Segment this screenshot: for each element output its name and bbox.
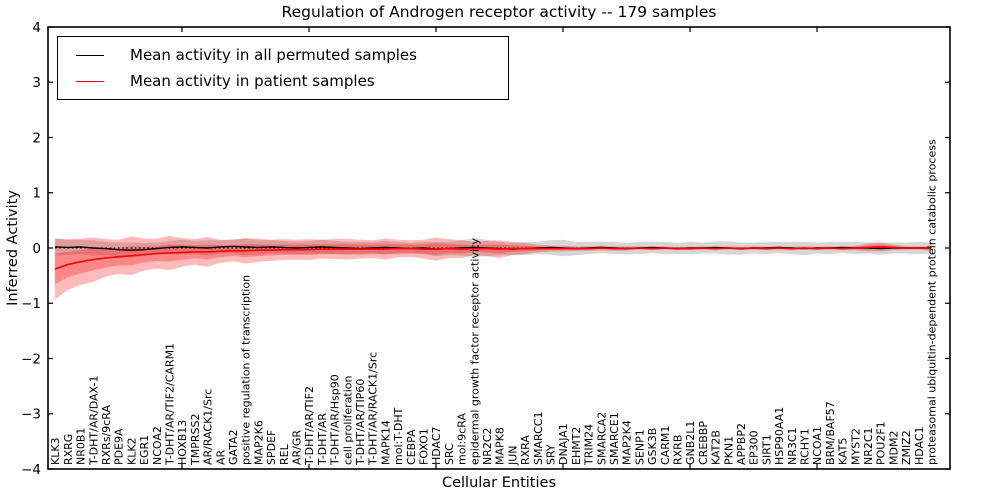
y-tick-label: −2 [21,351,41,367]
x-tick-label: MDM2 [887,431,900,465]
patient-mean-line [54,246,932,270]
x-tick-label: SMARCA2 [595,412,608,465]
y-tick-label: 3 [32,75,41,91]
x-tick-label: TMPRSS2 [189,414,202,466]
y-axis-label: Inferred Activity [5,190,21,306]
x-tick-label: SRC [443,443,456,465]
x-tick-label: NR0B1 [75,428,88,465]
x-tick-label: cell proliferation [341,375,354,465]
x-tick-label: PDE9A [113,428,126,465]
x-tick-label: T-DHT/AR/RACK1/Src [367,352,380,466]
y-tick-label: −4 [21,462,41,478]
x-tick-label: NR2C1 [862,427,875,465]
x-tick-label: HDAC1 [913,426,926,465]
x-tick-label: GATA2 [227,429,240,465]
legend-entry-patient: Mean activity in patient samples [76,68,508,94]
x-tick-label: SRY [545,444,558,465]
x-tick-label: KLK2 [125,437,138,465]
y-tick-label: 4 [32,20,41,36]
x-tick-label: HDAC7 [430,426,443,465]
x-tick-label: RCHY1 [799,428,812,465]
x-tick-label: RXRA [519,435,532,465]
y-tick-label: 2 [32,130,41,146]
x-tick-label: AR [214,449,227,465]
y-tick-label: −1 [21,296,41,312]
legend-label-permuted: Mean activity in all permuted samples [130,46,417,64]
x-tick-label: FOXO1 [418,428,431,465]
y-tick-label: 1 [32,186,41,202]
x-tick-label: NCOA1 [811,426,824,465]
x-tick-label: CREBBP [697,421,710,465]
x-tick-label: MAPK14 [379,420,392,465]
x-tick-label: DNAJA1 [557,423,570,465]
patient-std-band-inner [55,243,932,285]
x-tick-label: SPDEF [265,430,278,465]
y-tick-label: −3 [21,407,41,423]
x-tick-label: epidermal growth factor receptor activit… [468,238,481,465]
x-tick-label: NCOA2 [151,426,164,465]
x-tick-label: MAPK8 [494,427,507,465]
patient-std-band-outer [55,235,932,300]
x-tick-label: EHMT2 [570,427,583,465]
x-tick-label: KAT2B [710,430,723,465]
x-tick-label: KAT5 [837,438,850,465]
x-tick-label: MAP2K6 [252,420,265,465]
x-tick-label: T-DHT/AR/TIP60 [354,379,367,466]
x-tick-label: AR/RACK1/Src [202,389,215,465]
x-tick-label: REL [278,443,291,465]
x-tick-label: GNB2L1 [684,421,697,465]
x-tick-label: T-DHT/AR/TIF2 [303,386,316,466]
x-tick-label: HOXB13 [176,420,189,465]
x-tick-label: PKN1 [722,436,735,465]
x-tick-label: mol:T-DHT [392,407,405,465]
x-tick-label: SMARCC1 [532,412,545,465]
x-tick-label: T-DHT/AR/TIF2/CARM1 [164,343,177,466]
x-tick-label: POU2F1 [875,421,888,465]
legend-line-permuted-icon [76,54,104,56]
x-tick-label: T-DHT/AR/Hsp90 [329,374,342,466]
chart-title: Regulation of Androgen receptor activity… [281,3,717,21]
x-tick-label: RXRG [62,434,75,465]
x-tick-label: SIRT1 [760,434,773,465]
x-tick-label: KLK3 [49,437,62,465]
x-tick-label: mol:9cRA [456,413,469,465]
y-tick-label: 0 [32,241,41,257]
x-tick-label: EP300 [748,430,761,465]
x-tick-label: BRM/BAF57 [824,401,837,465]
legend-label-patient: Mean activity in patient samples [130,72,375,90]
x-tick-label: NR2C2 [481,427,494,465]
x-tick-label: SENP1 [633,429,646,465]
x-tick-label: CEBPA [405,429,418,465]
x-tick-label: SMARCE1 [608,412,621,465]
legend-entry-permuted: Mean activity in all permuted samples [76,42,508,68]
x-axis-label: Cellular Entities [441,475,557,491]
x-tick-label: proteasomal ubiquitin-dependent protein … [926,139,939,465]
legend-line-patient-icon [76,80,104,82]
x-tick-label: MYST2 [849,428,862,465]
x-tick-label: positive regulation of transcription [240,275,253,465]
x-tick-label: T-DHT/AR [316,413,329,466]
x-tick-label: RXRB [672,435,685,465]
x-tick-label: GSK3B [646,428,659,465]
x-tick-label: JUN [506,445,519,466]
x-tick-label: NR3C1 [786,427,799,465]
x-tick-label: EGR1 [138,435,151,465]
x-tick-label: CARM1 [659,426,672,465]
x-tick-label: ZMIZ2 [900,430,913,465]
x-tick-label: MAP2K4 [621,420,634,465]
x-tick-label: TRIM24 [583,424,596,466]
x-tick-label: AR/GR [291,430,304,465]
x-tick-label: RXRs/9cRA [100,404,113,465]
x-tick-label: HSP90AA1 [773,407,786,465]
legend: Mean activity in all permuted samples Me… [57,36,509,100]
x-tick-label: APPBP2 [735,423,748,465]
x-tick-label: T-DHT/AR/DAX-1 [87,376,100,466]
